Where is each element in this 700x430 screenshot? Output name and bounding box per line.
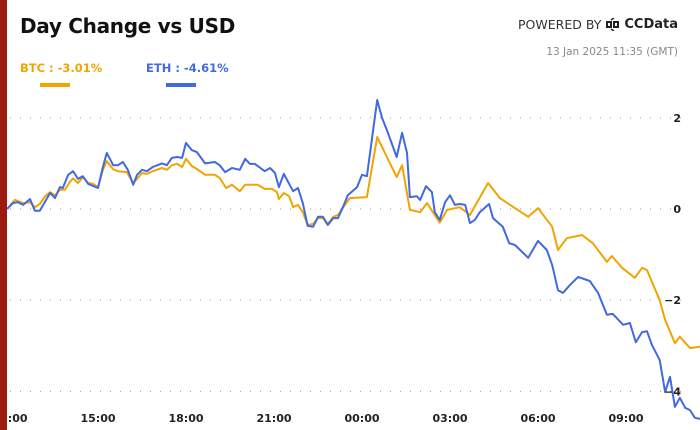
legend-label-eth: ETH : -4.61% xyxy=(146,61,229,75)
chart-title: Day Change vs USD xyxy=(20,14,236,38)
y-tick-label: 2 xyxy=(673,112,681,125)
legend-swatch-btc xyxy=(40,83,70,87)
x-tick-label: 06:00 xyxy=(520,412,555,425)
powered-by-label: POWERED BY xyxy=(518,17,602,32)
powered-by-logo[interactable]: POWERED BY CCData xyxy=(518,17,678,32)
y-tick-label: −4 xyxy=(664,385,681,398)
legend-swatch-eth xyxy=(166,83,196,87)
series-line-btc xyxy=(6,136,700,350)
legend-item-btc[interactable]: BTC : -3.01% xyxy=(20,61,103,87)
legend-label-btc: BTC : -3.01% xyxy=(20,61,103,75)
x-tick-label: 00:00 xyxy=(344,412,379,425)
ccdata-logo-icon xyxy=(606,18,620,31)
brand-name: CCData xyxy=(624,17,678,32)
x-tick-label: 18:00 xyxy=(168,412,203,425)
timestamp: 13 Jan 2025 11:35 (GMT) xyxy=(546,46,678,58)
y-tick-label: 0 xyxy=(673,203,681,216)
x-tick-label: 21:00 xyxy=(256,412,291,425)
left-accent-bar xyxy=(0,0,7,430)
x-tick-label: 09:00 xyxy=(608,412,643,425)
x-tick-label: 03:00 xyxy=(432,412,467,425)
x-tick-label: 15:00 xyxy=(80,412,115,425)
series-line-eth xyxy=(6,99,700,420)
y-tick-label: −2 xyxy=(664,294,681,307)
legend-item-eth[interactable]: ETH : -4.61% xyxy=(146,61,229,87)
